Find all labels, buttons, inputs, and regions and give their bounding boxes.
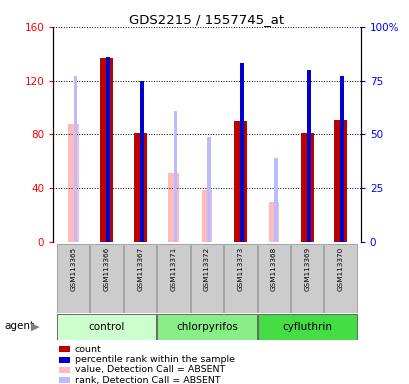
Bar — [124, 244, 156, 313]
Bar — [133, 133, 146, 242]
Bar — [207, 137, 210, 242]
Bar — [190, 244, 222, 313]
Text: ▶: ▶ — [31, 321, 39, 331]
Bar — [334, 120, 346, 242]
Text: agent: agent — [4, 321, 34, 331]
Bar — [257, 244, 289, 313]
Bar — [90, 244, 123, 313]
Text: GSM113373: GSM113373 — [237, 247, 243, 291]
Bar — [57, 314, 156, 340]
Text: chlorpyrifos: chlorpyrifos — [176, 322, 237, 332]
Text: GSM113367: GSM113367 — [137, 247, 143, 291]
Text: value, Detection Call = ABSENT: value, Detection Call = ABSENT — [74, 365, 225, 374]
Text: GSM113366: GSM113366 — [103, 247, 110, 291]
Bar — [139, 81, 143, 242]
Text: cyfluthrin: cyfluthrin — [282, 322, 332, 332]
Bar — [339, 76, 343, 242]
Bar — [59, 377, 70, 383]
Bar — [68, 124, 79, 242]
Bar — [59, 367, 70, 373]
Text: control: control — [88, 322, 125, 332]
Text: percentile rank within the sample: percentile rank within the sample — [74, 355, 234, 364]
Text: GSM113369: GSM113369 — [303, 247, 310, 291]
Bar — [106, 57, 110, 242]
Title: GDS2215 / 1557745_at: GDS2215 / 1557745_at — [129, 13, 284, 26]
Bar — [157, 314, 256, 340]
Bar — [239, 63, 243, 242]
Bar — [268, 202, 279, 242]
Bar — [168, 174, 179, 242]
Bar — [59, 357, 70, 363]
Bar — [290, 244, 323, 313]
Bar — [74, 76, 77, 242]
Text: GSM113370: GSM113370 — [337, 247, 343, 291]
Text: rank, Detection Call = ABSENT: rank, Detection Call = ABSENT — [74, 376, 220, 384]
Bar — [324, 244, 356, 313]
Text: GSM113372: GSM113372 — [204, 247, 209, 291]
Bar — [274, 158, 277, 242]
Text: GSM113368: GSM113368 — [270, 247, 276, 291]
Bar — [257, 314, 356, 340]
Text: count: count — [74, 344, 101, 354]
Bar — [201, 190, 212, 242]
Text: GSM113365: GSM113365 — [70, 247, 76, 291]
Bar — [57, 244, 89, 313]
Bar — [234, 121, 246, 242]
Bar — [224, 244, 256, 313]
Bar — [100, 58, 113, 242]
Bar — [300, 133, 313, 242]
Text: GSM113371: GSM113371 — [170, 247, 176, 291]
Bar — [59, 346, 70, 352]
Bar — [157, 244, 189, 313]
Bar — [173, 111, 177, 242]
Bar — [306, 70, 310, 242]
